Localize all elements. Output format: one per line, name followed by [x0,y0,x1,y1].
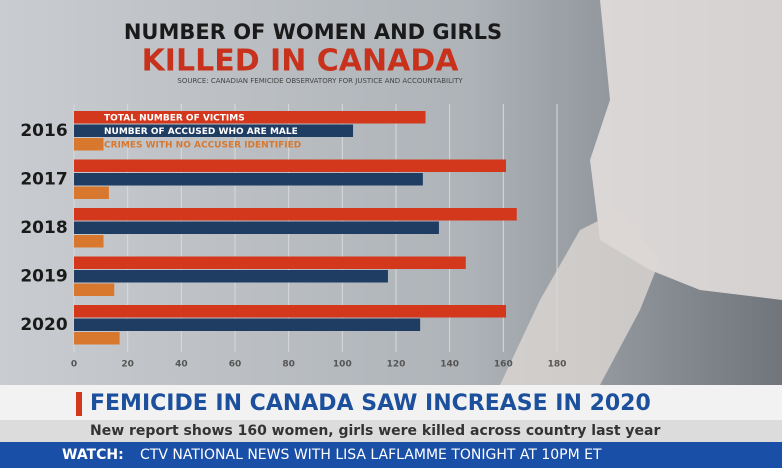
bar [74,235,104,248]
legend-label: NUMBER OF ACCUSED WHO ARE MALE [104,127,298,137]
legend-label: TOTAL NUMBER OF VICTIMS [104,113,245,123]
ticker-text: CTV NATIONAL NEWS WITH LISA LAFLAMME TON… [140,447,602,463]
x-tick-label: 160 [494,360,513,370]
bar [74,208,517,221]
bar [74,332,120,345]
x-tick-label: 40 [175,360,188,370]
x-tick-label: 120 [387,360,406,370]
x-tick-label: 140 [440,360,459,370]
x-tick-label: 20 [121,360,134,370]
y-tick-label: 2019 [20,267,67,287]
x-tick-label: 100 [333,360,352,370]
headline: FEMICIDE IN CANADA SAW INCREASE IN 2020 [90,391,651,416]
legend-label: CRIMES WITH NO ACCUSER IDENTIFIED [104,140,301,150]
y-tick-label: 2017 [20,170,67,190]
bar [74,283,115,296]
bar [74,173,423,186]
bar [74,221,439,234]
y-tick-label: 2016 [20,121,67,141]
y-tick-label: 2020 [20,315,67,335]
bar [74,124,354,137]
ticker-band [0,442,782,468]
chart-title: NUMBER OF WOMEN AND GIRLS [124,20,502,44]
x-tick-label: 180 [548,360,567,370]
subhead: New report shows 160 women, girls were k… [90,423,660,439]
x-tick-label: 0 [71,360,77,370]
x-tick-label: 60 [229,360,242,370]
ticker-label: WATCH: [62,447,124,463]
source: SOURCE: CANADIAN FEMICIDE OBSERVATORY FO… [177,77,463,85]
bar [74,159,507,172]
bar [74,270,388,283]
headline-band [0,385,782,423]
bar [74,186,109,199]
plot: 0 20 40 60 80 100 120 140 160 180 2016 2017 2018 2019… [20,104,566,370]
bar [74,256,466,269]
y-tick-label: 2018 [20,218,67,238]
bar [74,138,104,151]
child-hand-photo [500,210,660,385]
bar [74,111,426,124]
hand-photo [590,0,782,300]
bar [74,305,507,318]
bar [74,318,421,331]
subhead-band [0,420,782,442]
chart-subtitle: KILLED IN CANADA [142,44,460,79]
headline-marker [76,392,82,416]
x-tick-label: 80 [282,360,295,370]
